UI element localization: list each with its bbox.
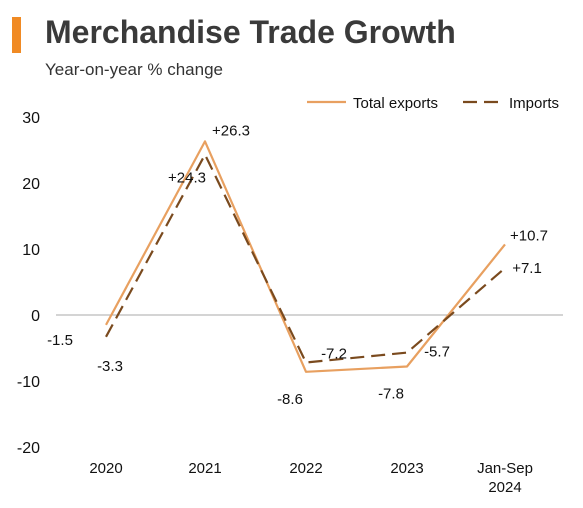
data-label: +10.7	[510, 227, 548, 244]
y-axis: 30 20 10 0 -10 -20	[17, 110, 40, 457]
x-tick-label: 2022	[289, 460, 322, 477]
y-tick-label: 0	[31, 308, 40, 325]
y-tick-label: -10	[17, 374, 40, 391]
series-line-imports	[105, 153, 506, 364]
x-tick-label: 2020	[89, 460, 122, 477]
series-lines	[105, 140, 506, 373]
data-label: -5.7	[424, 344, 450, 361]
y-tick-label: -20	[17, 440, 40, 457]
y-tick-label: 20	[22, 176, 40, 193]
data-label: -3.3	[97, 358, 123, 375]
legend-label: Total exports	[353, 95, 438, 112]
x-tick-label: 2021	[188, 460, 221, 477]
data-label: +26.3	[212, 122, 250, 139]
data-label: -8.6	[277, 391, 303, 408]
x-axis: 2020 2021 2022 2023 Jan-Sep 2024	[89, 460, 533, 496]
data-label: -7.8	[378, 385, 404, 402]
series-line-total-exports	[105, 140, 506, 373]
y-tick-label: 10	[22, 242, 40, 259]
data-label: -7.2	[321, 346, 347, 363]
page-title: Merchandise Trade Growth	[45, 14, 456, 50]
data-label: +7.1	[512, 260, 542, 277]
legend: Total exports Imports	[307, 95, 559, 112]
x-tick-label: Jan-Sep 2024	[477, 460, 533, 496]
page-subtitle: Year-on-year % change	[45, 60, 223, 79]
x-tick-label: 2023	[390, 460, 423, 477]
data-labels: -1.5 +26.3 -8.6 -7.8 +10.7 -3.3 +24.3 -7.2 -5.7 +…	[47, 122, 548, 407]
data-label: -1.5	[47, 332, 73, 349]
data-label: +24.3	[168, 170, 206, 187]
legend-label: Imports	[509, 95, 559, 112]
title-accent-bar	[12, 17, 21, 53]
y-tick-label: 30	[22, 110, 40, 127]
